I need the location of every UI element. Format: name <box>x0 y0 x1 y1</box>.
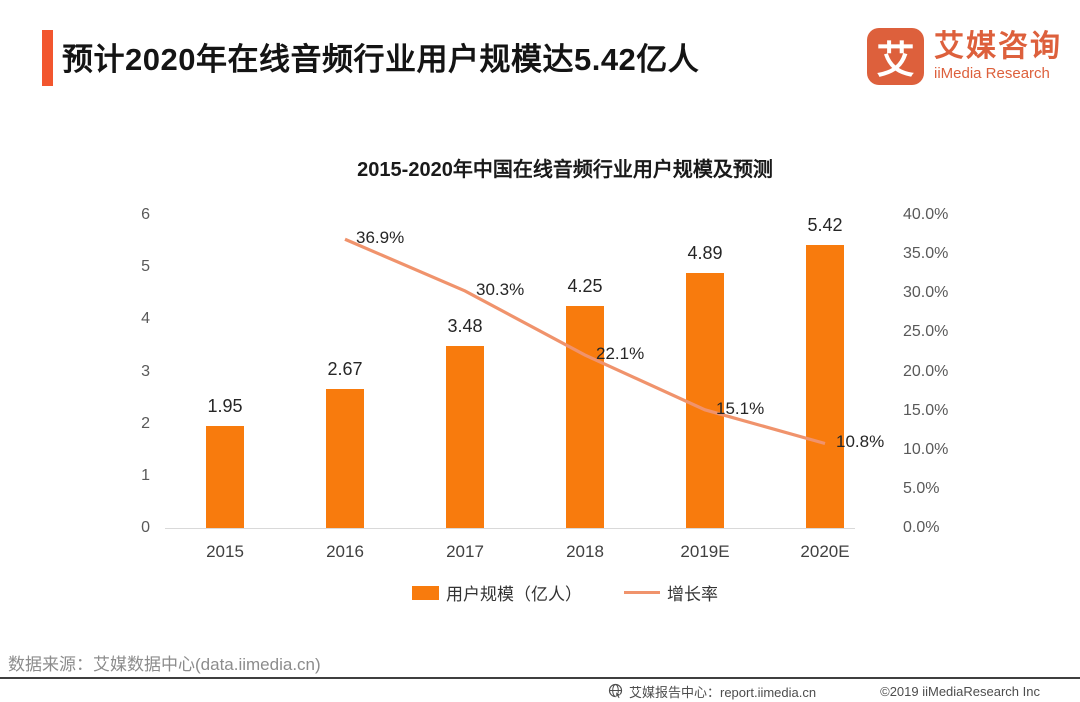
legend-item-line-series: 增长率 <box>624 580 718 605</box>
bar <box>566 306 604 528</box>
data-source-note: 数据来源：艾媒数据中心(data.iimedia.cn) <box>8 655 321 674</box>
x-axis-category-label: 2016 <box>326 542 364 561</box>
x-axis-category-label: 2018 <box>566 542 604 561</box>
bar-value-label: 2.67 <box>327 358 363 379</box>
right-axis-tick: 30.0% <box>903 284 949 302</box>
left-axis-tick: 3 <box>141 362 150 380</box>
right-axis-tick: 25.0% <box>903 323 949 341</box>
footer-report-center: 艾媒报告中心：report.iimedia.cn <box>608 682 816 701</box>
footer: 艾媒报告中心：report.iimedia.cn ©2019 iiMediaRe… <box>0 681 1040 701</box>
logo-name-cn: 艾媒咨询 <box>934 30 1062 63</box>
left-axis-tick: 2 <box>141 414 150 432</box>
iimedia-logo-icon: 艾 <box>867 28 924 85</box>
right-axis-tick: 10.0% <box>903 440 949 458</box>
bar <box>206 426 244 528</box>
footer-copyright: ©2019 iiMediaResearch Inc <box>880 683 1040 699</box>
chart-title: 2015-2020年中国在线音频行业用户规模及预测 <box>357 159 773 181</box>
line-point-label: 15.1% <box>716 398 765 418</box>
bar-value-label: 5.42 <box>807 215 843 236</box>
bar-value-label: 1.95 <box>207 396 243 417</box>
footer-divider <box>0 677 1080 679</box>
legend-label-bar: 用户规模（亿人） <box>446 585 582 604</box>
bar <box>326 388 364 528</box>
bar-series-swatch-icon <box>412 585 439 600</box>
logo-text: 艾媒咨询 iiMedia Research <box>934 30 1062 82</box>
title-accent-bar <box>42 30 53 86</box>
legend-label-line: 增长率 <box>667 585 718 604</box>
left-axis-tick: 5 <box>141 258 150 276</box>
x-axis-line <box>165 528 855 529</box>
right-axis-tick: 20.0% <box>903 362 949 380</box>
chart-legend: 用户规模（亿人） 增长率 <box>150 580 980 605</box>
bar-value-label: 3.48 <box>447 316 483 337</box>
line-series-swatch-icon <box>624 591 660 594</box>
right-axis-tick: 0.0% <box>903 519 940 536</box>
bar-value-label: 4.25 <box>567 276 603 297</box>
x-axis-category-label: 2017 <box>446 542 484 561</box>
x-axis-category-label: 2019E <box>680 542 730 561</box>
footer-report-text: 艾媒报告中心：report.iimedia.cn <box>629 684 817 700</box>
logo-name-en: iiMedia Research <box>934 65 1050 82</box>
left-axis-tick: 4 <box>141 310 150 328</box>
left-axis-tick: 6 <box>141 206 150 223</box>
right-axis-tick: 5.0% <box>903 479 940 497</box>
page-title: 预计2020年在线音频行业用户规模达5.42亿人 <box>62 42 700 77</box>
left-axis-tick: 1 <box>141 466 150 484</box>
x-axis-category-label: 2020E <box>800 542 850 561</box>
bar <box>446 346 484 528</box>
right-axis-tick: 40.0% <box>903 206 949 223</box>
bar <box>806 245 844 528</box>
bar-value-label: 4.89 <box>687 242 723 263</box>
line-point-label: 22.1% <box>596 344 645 364</box>
left-axis-tick: 0 <box>141 519 150 536</box>
line-point-label: 30.3% <box>476 279 525 299</box>
globe-cursor-icon <box>608 683 623 699</box>
line-point-label: 10.8% <box>836 432 885 452</box>
x-axis-category-label: 2015 <box>206 542 244 561</box>
iimedia-logo: 艾 艾媒咨询 iiMedia Research <box>867 28 1062 85</box>
right-axis-tick: 35.0% <box>903 245 949 263</box>
right-axis-tick: 15.0% <box>903 401 949 419</box>
legend-item-bar-series: 用户规模（亿人） <box>412 580 582 605</box>
line-point-label: 36.9% <box>356 228 405 248</box>
